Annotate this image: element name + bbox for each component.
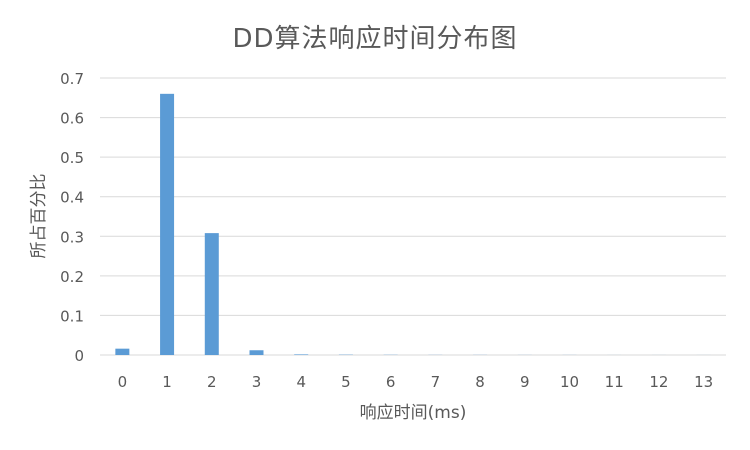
x-tick-label: 10 (560, 373, 579, 391)
x-tick-label: 3 (252, 373, 262, 391)
y-tick-label: 0.7 (60, 70, 84, 88)
x-tick-label: 0 (118, 373, 128, 391)
x-tick-label: 5 (341, 373, 351, 391)
bar-3 (249, 350, 264, 355)
bar-2 (204, 233, 219, 355)
x-tick-label: 9 (520, 373, 530, 391)
x-tick-label: 11 (605, 373, 624, 391)
x-tick-label: 2 (207, 373, 217, 391)
x-tick-label: 12 (649, 373, 668, 391)
y-tick-label: 0.5 (60, 149, 84, 167)
y-tick-labels: 0 0.1 0.2 0.3 0.4 0.5 0.6 0.7 (60, 70, 84, 365)
x-tick-label: 7 (431, 373, 441, 391)
x-tick-label: 8 (475, 373, 485, 391)
y-axis-label: 所占百分比 (29, 174, 49, 259)
x-tick-label: 6 (386, 373, 396, 391)
x-axis-label: 响应时间(ms) (360, 403, 467, 423)
y-tick-label: 0.3 (60, 228, 84, 246)
grid-lines (100, 77, 726, 356)
y-tick-label: 0.1 (60, 307, 84, 325)
x-tick-label: 4 (296, 373, 306, 391)
bars (115, 93, 711, 355)
x-tick-label: 1 (162, 373, 172, 391)
y-tick-label: 0.6 (60, 110, 84, 128)
chart-title: DD算法响应时间分布图 (232, 24, 518, 54)
bar-4 (294, 354, 309, 355)
bar-1 (160, 93, 175, 355)
x-tick-label: 13 (694, 373, 713, 391)
bar-0 (115, 348, 130, 355)
y-tick-label: 0 (74, 347, 84, 365)
y-tick-label: 0.4 (60, 189, 84, 207)
y-tick-label: 0.2 (60, 268, 84, 286)
x-tick-labels: 0 1 2 3 4 5 6 7 8 9 10 11 12 13 (118, 373, 714, 391)
